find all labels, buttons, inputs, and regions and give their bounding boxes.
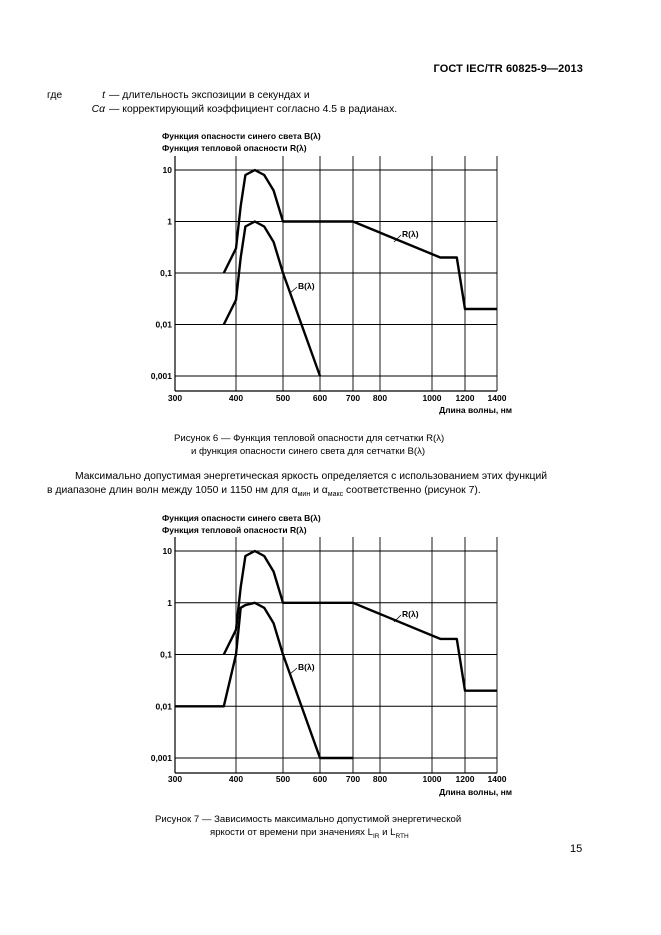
x-tick-label: 600	[313, 774, 327, 784]
standard-header: ГОСТ IEC/TR 60825-9—2013	[433, 63, 583, 75]
chart-x-label: Длина волны, нм	[439, 405, 512, 415]
definition-lead: где	[47, 90, 63, 101]
chart-x-ticks: 300 400 500 600 700 800 1000 1200 1400	[168, 774, 507, 784]
chart-y-ticks: 10 1 0,1 0,01 0,001	[151, 546, 173, 763]
definition-symbol: t	[102, 90, 105, 101]
definition-text: — длительность экспозиции в секундах и	[109, 90, 310, 101]
series-label-r: R(λ)	[402, 229, 419, 239]
caption-text: и L	[379, 827, 396, 838]
definition-c-alpha: Cα — корректирующий коэффициент согласно …	[47, 103, 398, 117]
x-tick-label: 500	[276, 774, 290, 784]
x-tick-label: 1200	[456, 774, 475, 784]
y-tick-label: 1	[167, 598, 172, 608]
y-tick-label: 1	[167, 217, 172, 227]
series-label-r-leader	[393, 234, 402, 243]
chart-x-label: Длина волны, нм	[439, 787, 512, 797]
caption-text: яркости от времени при значениях L	[210, 827, 373, 838]
figure-7-caption-line2: яркости от времени при значениях LIR и L…	[210, 826, 409, 843]
paragraph-text: соответственно (рисунок 7).	[343, 485, 481, 496]
figure-7-chart: Функция опасности синего света B(λ) Функ…	[151, 513, 512, 797]
y-tick-label: 0,01	[155, 320, 172, 330]
chart-grid	[174, 537, 498, 774]
x-tick-label: 700	[346, 393, 360, 403]
series-label-b-leader	[289, 286, 298, 294]
series-label-b-leader	[289, 667, 298, 675]
series-line-r	[222, 168, 497, 311]
chart-x-ticks: 300 400 500 600 700 800 1000 1200 1400	[168, 393, 507, 403]
y-tick-label: 10	[163, 546, 173, 556]
series-line-b	[175, 601, 353, 760]
chart-grid	[174, 156, 498, 392]
series-label-r-leader	[393, 614, 402, 623]
figure-6-caption: Рисунок 6 — Функция тепловой опасности д…	[174, 433, 445, 444]
series-label-r: R(λ)	[402, 609, 419, 619]
x-tick-label: 1400	[488, 393, 507, 403]
caption-subscript: IR	[372, 832, 380, 840]
paragraph-text: и α	[310, 485, 328, 496]
paragraph-line-1: Максимально допустимая энергетическая яр…	[75, 471, 548, 482]
series-label-b: B(λ)	[298, 662, 315, 672]
x-tick-label: 1000	[423, 774, 442, 784]
series-line-r	[222, 549, 497, 692]
figure-7-caption: Рисунок 7 — Зависимость максимально допу…	[155, 814, 462, 825]
y-tick-label: 0,001	[151, 371, 173, 381]
x-tick-label: 1200	[456, 393, 475, 403]
series-line-b	[222, 220, 322, 377]
chart-series	[222, 168, 497, 377]
x-tick-label: 800	[373, 393, 387, 403]
figure-6-caption-line2: и функция опасности синего света для сет…	[191, 446, 426, 457]
y-tick-label: 0,01	[155, 701, 172, 711]
paragraph-line-2: в диапазоне длин волн между 1050 и 1150 …	[47, 485, 481, 498]
series-label-b: B(λ)	[298, 281, 315, 291]
figure-6-chart: Функция опасности синего света B(λ) Функ…	[151, 131, 512, 415]
x-tick-label: 300	[168, 774, 182, 784]
caption-subscript: RTH	[395, 832, 409, 840]
x-tick-label: 400	[229, 774, 243, 784]
chart-legend-title-1: Функция опасности синего света B(λ)	[162, 513, 321, 523]
x-tick-label: 600	[313, 393, 327, 403]
y-tick-label: 0,001	[151, 753, 173, 763]
chart-legend-title-1: Функция опасности синего света B(λ)	[162, 131, 321, 141]
chart-y-ticks: 10 1 0,1 0,01 0,001	[151, 165, 173, 381]
paragraph-text: в диапазоне длин волн между 1050 и 1150 …	[47, 485, 298, 496]
x-tick-label: 400	[229, 393, 243, 403]
y-tick-label: 0,1	[160, 650, 172, 660]
y-tick-label: 0,1	[160, 268, 172, 278]
definition-t: где t — длительность экспозиции в секундах…	[47, 89, 310, 103]
definition-symbol: Cα	[91, 104, 105, 115]
y-tick-label: 10	[163, 165, 173, 175]
x-tick-label: 700	[346, 774, 360, 784]
chart-series	[175, 549, 497, 760]
x-tick-label: 1000	[423, 393, 442, 403]
paragraph-subscript: макс	[327, 491, 344, 499]
paragraph-subscript: мин	[297, 491, 311, 499]
x-tick-label: 800	[373, 774, 387, 784]
x-tick-label: 500	[276, 393, 290, 403]
chart-legend-title-2: Функция тепловой опасности R(λ)	[162, 525, 307, 535]
chart-legend-title-2: Функция тепловой опасности R(λ)	[162, 143, 307, 153]
page-number: 15	[570, 843, 583, 855]
x-tick-label: 300	[168, 393, 182, 403]
definition-text: — корректирующий коэффициент согласно 4.…	[109, 104, 398, 115]
x-tick-label: 1400	[488, 774, 507, 784]
